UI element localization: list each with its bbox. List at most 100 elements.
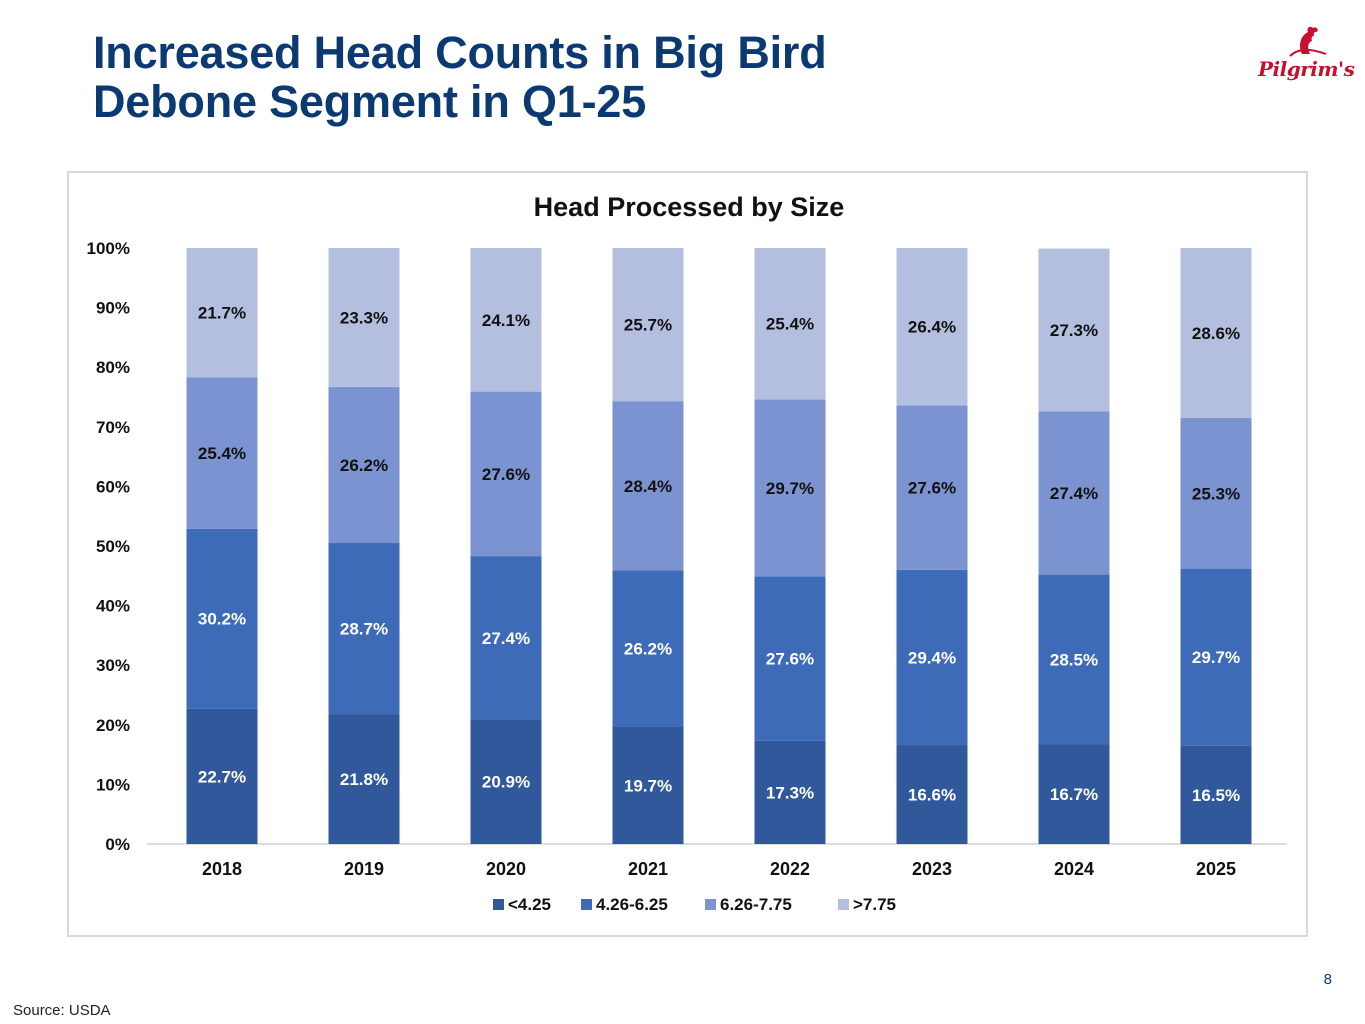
data-label: 29.4% bbox=[908, 648, 956, 667]
data-label: 29.7% bbox=[1192, 648, 1240, 667]
data-label: 27.4% bbox=[1050, 484, 1098, 503]
data-label: 28.6% bbox=[1192, 324, 1240, 343]
stacked-bar-chart: Head Processed by Size 0% 10% 20% 30% 40% 50%… bbox=[87, 192, 1287, 914]
bar-segment bbox=[612, 570, 684, 727]
x-tick-label: 2021 bbox=[628, 859, 668, 879]
bar-segment bbox=[470, 391, 542, 557]
bar-segment bbox=[1180, 417, 1252, 569]
data-label: 16.6% bbox=[908, 786, 956, 805]
slide-title-line-1: Increased Head Counts in Big Bird bbox=[93, 27, 827, 78]
bar-stacks: 22.7% 30.2% 25.4% 21.7% 21.8% 28.7% 26.2% 23.3%… bbox=[186, 248, 1252, 844]
data-label: 21.7% bbox=[198, 304, 246, 323]
x-tick-label: 2019 bbox=[344, 859, 384, 879]
bar-segment bbox=[1180, 568, 1252, 746]
data-label: 25.4% bbox=[198, 444, 246, 463]
y-tick-label: 0% bbox=[105, 835, 130, 854]
page-number: 8 bbox=[1323, 971, 1332, 988]
chart-legend: <4.25 4.26-6.25 6.26-7.75 >7.75 bbox=[493, 895, 896, 914]
bar-segment bbox=[754, 399, 826, 577]
y-tick-label: 70% bbox=[96, 418, 130, 437]
rooster-icon bbox=[1289, 26, 1327, 57]
y-tick-label: 30% bbox=[96, 656, 130, 675]
data-label: 27.6% bbox=[766, 650, 814, 669]
data-label: 28.7% bbox=[340, 620, 388, 639]
bar-segment bbox=[1038, 248, 1110, 412]
bar-segment bbox=[328, 386, 400, 544]
bar-segment bbox=[1180, 745, 1252, 844]
data-label: 27.6% bbox=[908, 479, 956, 498]
bar-segment bbox=[1180, 248, 1252, 418]
bar-segment bbox=[186, 528, 258, 709]
y-tick-label: 10% bbox=[96, 775, 130, 794]
bar-segment bbox=[328, 714, 400, 844]
data-label: 16.5% bbox=[1192, 786, 1240, 805]
data-label: 21.8% bbox=[340, 770, 388, 789]
data-label: 17.3% bbox=[766, 783, 814, 802]
data-label: 28.5% bbox=[1050, 651, 1098, 670]
x-tick-label: 2022 bbox=[770, 859, 810, 879]
legend-swatch bbox=[581, 899, 592, 910]
bar-segment bbox=[754, 576, 826, 741]
data-label: 24.1% bbox=[482, 311, 530, 330]
data-label: 25.3% bbox=[1192, 484, 1240, 503]
y-tick-label: 100% bbox=[87, 239, 130, 258]
bar-segment bbox=[612, 401, 684, 571]
legend-swatch bbox=[838, 899, 849, 910]
bar-segment bbox=[470, 248, 542, 392]
bar-segment bbox=[1038, 411, 1110, 575]
legend-swatch bbox=[705, 899, 716, 910]
bar-segment bbox=[186, 248, 258, 378]
data-label: 26.4% bbox=[908, 318, 956, 337]
bar-segment bbox=[896, 745, 968, 844]
bar-segment bbox=[896, 248, 968, 406]
data-label: 25.7% bbox=[624, 316, 672, 335]
data-label: 20.9% bbox=[482, 773, 530, 792]
data-label: 28.4% bbox=[624, 477, 672, 496]
y-tick-label: 40% bbox=[96, 597, 130, 616]
data-label: 22.7% bbox=[198, 767, 246, 786]
y-tick-label: 60% bbox=[96, 477, 130, 496]
bar-segment bbox=[754, 740, 826, 844]
slide-title-line-2: Debone Segment in Q1-25 bbox=[93, 76, 647, 127]
pilgrims-logo: Pilgrim's bbox=[1252, 24, 1362, 94]
bar-segment bbox=[612, 248, 684, 402]
legend-label: 6.26-7.75 bbox=[720, 895, 792, 914]
bar-segment bbox=[186, 708, 258, 844]
y-tick-label: 50% bbox=[96, 537, 130, 556]
bar-segment bbox=[470, 719, 542, 844]
bar-segment bbox=[186, 377, 258, 529]
bar-segment bbox=[470, 556, 542, 720]
x-axis: 2018 2019 2020 2021 2022 2023 2024 2025 bbox=[147, 843, 1287, 879]
bar-segment bbox=[1038, 744, 1110, 844]
bar-segment bbox=[328, 543, 400, 715]
y-tick-label: 90% bbox=[96, 299, 130, 318]
logo-wordmark: Pilgrim's bbox=[1258, 57, 1355, 81]
bar-segment bbox=[328, 248, 400, 387]
bar-segment bbox=[1038, 574, 1110, 745]
data-label: 16.7% bbox=[1050, 785, 1098, 804]
data-label: 26.2% bbox=[340, 456, 388, 475]
source-note: Source: USDA bbox=[13, 1002, 111, 1019]
data-label: 29.7% bbox=[766, 479, 814, 498]
bar-segment bbox=[896, 569, 968, 746]
data-label: 23.3% bbox=[340, 308, 388, 327]
x-tick-label: 2023 bbox=[912, 859, 952, 879]
data-label: 30.2% bbox=[198, 610, 246, 629]
chart-frame: Head Processed by Size 0% 10% 20% 30% 40% 50%… bbox=[67, 171, 1308, 937]
data-label: 25.4% bbox=[766, 315, 814, 334]
y-tick-label: 80% bbox=[96, 358, 130, 377]
legend-label: 4.26-6.25 bbox=[596, 895, 668, 914]
legend-label: >7.75 bbox=[853, 895, 896, 914]
x-tick-label: 2024 bbox=[1054, 859, 1094, 879]
data-label: 27.4% bbox=[482, 629, 530, 648]
slide-title: Increased Head Counts in Big Bird Debone… bbox=[93, 28, 1093, 126]
y-axis: 0% 10% 20% 30% 40% 50% 60% 70% 80% 90% 100% bbox=[87, 239, 130, 854]
data-label: 19.7% bbox=[624, 776, 672, 795]
data-label: 27.3% bbox=[1050, 321, 1098, 340]
chart-title: Head Processed by Size bbox=[534, 192, 845, 222]
bar-segment bbox=[612, 726, 684, 844]
legend-swatch bbox=[493, 899, 504, 910]
bar-segment bbox=[754, 248, 826, 400]
x-tick-label: 2018 bbox=[202, 859, 242, 879]
data-label: 27.6% bbox=[482, 465, 530, 484]
